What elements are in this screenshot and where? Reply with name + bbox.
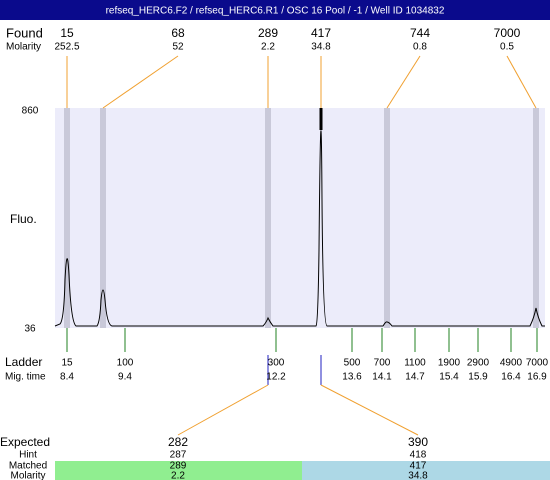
found-molarity: 2.2: [261, 42, 275, 53]
size-band: [533, 108, 539, 328]
found-connector: [386, 55, 421, 109]
ladder-size: 1900: [438, 358, 461, 369]
ladder-time: 14.1: [372, 372, 392, 383]
title-bar: [0, 0, 550, 20]
found-molarity: 34.8: [311, 42, 331, 53]
expected-connector: [177, 384, 269, 436]
found-molarity: 52: [172, 42, 184, 53]
expected-size: 390: [408, 435, 428, 449]
ladder-size: 700: [374, 358, 391, 369]
ladder-time: 16.9: [527, 372, 547, 383]
y-top-label: 860: [22, 106, 39, 117]
hint-label: Hint: [19, 450, 37, 461]
ladder-time: 9.4: [118, 372, 132, 383]
size-band: [265, 108, 271, 328]
trace: [54, 130, 545, 327]
ladder-size: 7000: [526, 358, 549, 369]
found-connector: [506, 55, 537, 109]
ladder-time: 12.2: [266, 372, 286, 383]
mig-time-label: Mig. time: [5, 372, 46, 383]
found-molarity: 0.8: [413, 42, 427, 53]
ladder-size: 500: [344, 358, 361, 369]
y-bottom-label: 36: [24, 324, 36, 335]
ladder-time: 13.6: [342, 372, 362, 383]
matched-band: [55, 461, 302, 480]
expected-size: 282: [168, 435, 188, 449]
ladder-time: 15.9: [468, 372, 488, 383]
found-size: 15: [60, 26, 74, 40]
expected-connector: [320, 384, 419, 436]
size-band: [384, 108, 390, 328]
found-label: Found: [6, 25, 43, 40]
found-size: 289: [258, 26, 278, 40]
ladder-time: 15.4: [439, 372, 459, 383]
y-axis-label: Fluo.: [10, 212, 37, 226]
ladder-time: 14.7: [405, 372, 425, 383]
ladder-size: 15: [61, 358, 73, 369]
ladder-size: 100: [117, 358, 134, 369]
hint-size: 418: [410, 450, 427, 461]
plot-area: [55, 108, 545, 328]
ladder-size: 300: [268, 358, 285, 369]
hint-size: 287: [170, 450, 187, 461]
found-molarity: 252.5: [54, 42, 79, 53]
molarity-label: Molarity: [10, 471, 45, 480]
matched-molarity: 34.8: [408, 471, 428, 480]
matched-size: 417: [410, 461, 427, 472]
found-molarity: 0.5: [500, 42, 514, 53]
found-connector: [102, 55, 179, 109]
title: refseq_HERC6.F2 / refseq_HERC6.R1 / OSC …: [106, 6, 445, 17]
ladder-size: 1100: [404, 358, 426, 369]
size-band: [64, 108, 70, 328]
found-size: 417: [311, 26, 331, 40]
ladder-size: 4900: [500, 358, 523, 369]
ladder-size: 2900: [467, 358, 490, 369]
matched-molarity: 2.2: [171, 471, 185, 480]
found-size: 68: [171, 26, 185, 40]
ladder-time: 16.4: [501, 372, 521, 383]
expected-label: Expected: [0, 435, 50, 449]
matched-label: Matched: [9, 461, 47, 472]
matched-size: 289: [170, 461, 187, 472]
size-band: [100, 108, 106, 328]
found-size: 7000: [494, 26, 521, 40]
molarity-label: Molarity: [6, 42, 41, 53]
ladder-time: 8.4: [60, 372, 74, 383]
matched-band: [302, 461, 550, 480]
ladder-label: Ladder: [5, 355, 42, 369]
found-size: 744: [410, 26, 430, 40]
